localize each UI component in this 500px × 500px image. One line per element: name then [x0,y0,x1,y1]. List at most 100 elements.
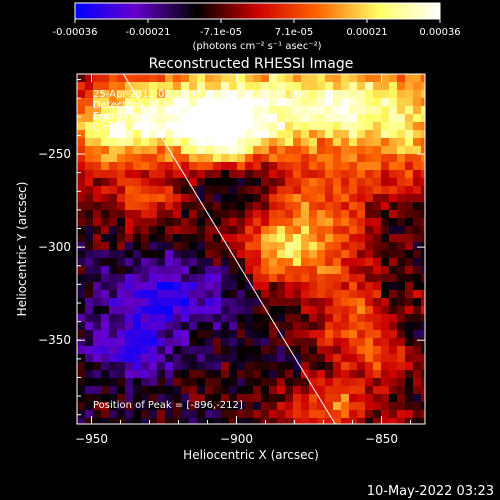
heatmap-pixel [285,210,293,218]
heatmap-pixel [157,202,165,210]
heatmap-pixel [301,74,309,82]
heatmap-pixel [413,330,421,338]
heatmap-pixel [261,394,269,402]
heatmap-pixel [221,210,229,218]
heatmap-pixel [125,178,133,186]
heatmap-pixel [357,122,365,130]
heatmap-pixel [261,74,269,82]
heatmap-pixel [341,322,349,330]
heatmap-pixel [101,338,109,346]
heatmap-pixel [229,322,237,330]
heatmap-pixel [125,138,133,146]
heatmap-pixel [405,282,413,290]
heatmap-pixel [125,306,133,314]
heatmap-pixel [213,226,221,234]
heatmap-pixel [149,122,157,130]
heatmap-pixel [165,130,173,138]
heatmap-pixel [189,98,197,106]
heatmap-pixel [229,402,237,410]
heatmap-pixel [245,346,253,354]
heatmap-pixel [85,186,93,194]
heatmap-pixel [413,106,421,114]
heatmap-pixel [309,370,317,378]
heatmap-pixel [333,274,341,282]
heatmap-pixel [221,122,229,130]
heatmap-pixel [229,378,237,386]
heatmap-pixel [309,90,317,98]
heatmap-pixel [205,210,213,218]
heatmap-pixel [357,330,365,338]
heatmap-pixel [221,146,229,154]
heatmap-pixel [157,114,165,122]
heatmap-pixel [93,362,101,370]
heatmap-pixel [77,234,85,242]
heatmap-pixel [357,322,365,330]
heatmap-pixel [341,170,349,178]
heatmap-pixel [125,282,133,290]
heatmap-pixel [309,298,317,306]
heatmap-pixel [77,90,85,98]
heatmap-pixel [77,138,85,146]
heatmap-pixel [285,386,293,394]
heatmap-pixel [213,234,221,242]
heatmap-pixel [317,362,325,370]
heatmap-pixel [141,130,149,138]
heatmap-pixel [205,266,213,274]
heatmap-pixel [229,306,237,314]
heatmap-pixel [77,170,85,178]
heatmap-pixel [157,154,165,162]
heatmap-pixel [357,226,365,234]
heatmap-pixel [77,378,85,386]
heatmap-pixel [181,354,189,362]
heatmap-pixel [413,346,421,354]
heatmap-pixel [373,114,381,122]
heatmap-pixel [213,282,221,290]
heatmap-pixel [293,146,301,154]
heatmap-pixel [405,146,413,154]
heatmap-pixel [317,218,325,226]
heatmap-pixel [333,162,341,170]
heatmap-pixel [405,194,413,202]
heatmap-pixel [397,354,405,362]
heatmap-pixel [269,82,277,90]
heatmap-pixel [173,314,181,322]
heatmap-pixel [125,274,133,282]
heatmap-pixel [293,138,301,146]
heatmap-pixel [101,322,109,330]
heatmap-pixel [165,106,173,114]
heatmap-pixel [389,226,397,234]
heatmap-image [77,74,425,424]
heatmap-pixel [373,226,381,234]
heatmap-pixel [197,330,205,338]
heatmap-pixel [205,378,213,386]
heatmap-pixel [213,74,221,82]
heatmap-pixel [149,250,157,258]
heatmap-pixel [269,362,277,370]
heatmap-pixel [381,98,389,106]
heatmap-pixel [333,306,341,314]
heatmap-pixel [389,210,397,218]
heatmap-pixel [309,354,317,362]
heatmap-pixel [253,418,261,424]
heatmap-pixel [269,322,277,330]
heatmap-pixel [85,250,93,258]
heatmap-pixel [117,130,125,138]
heatmap-pixel [181,98,189,106]
heatmap-pixel [165,282,173,290]
heatmap-pixel [261,266,269,274]
heatmap-pixel [237,202,245,210]
heatmap-pixel [301,250,309,258]
heatmap-pixel [389,378,397,386]
heatmap-pixel [149,90,157,98]
heatmap-pixel [189,322,197,330]
heatmap-pixel [245,98,253,106]
heatmap-pixel [117,282,125,290]
heatmap-pixel [253,98,261,106]
heatmap-pixel [93,266,101,274]
heatmap-pixel [213,82,221,90]
heatmap-pixel [221,170,229,178]
heatmap-pixel [101,234,109,242]
heatmap-pixel [189,114,197,122]
heatmap-pixel [301,98,309,106]
heatmap-pixel [125,82,133,90]
